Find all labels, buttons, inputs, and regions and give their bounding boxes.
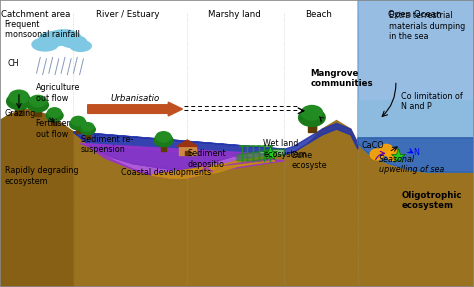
Ellipse shape [9, 90, 29, 104]
Text: Extra terrestrial
materials dumping
in the sea: Extra terrestrial materials dumping in t… [389, 11, 465, 41]
Polygon shape [358, 0, 474, 172]
Polygon shape [284, 123, 358, 155]
Ellipse shape [156, 132, 171, 142]
Polygon shape [237, 149, 284, 161]
Ellipse shape [82, 123, 94, 131]
Ellipse shape [304, 106, 322, 119]
FancyArrow shape [88, 102, 182, 116]
Text: Sediment re-
suspension: Sediment re- suspension [81, 135, 133, 154]
Polygon shape [73, 132, 284, 169]
Ellipse shape [7, 93, 31, 110]
Bar [85, 133, 90, 138]
Bar [52, 120, 57, 125]
Bar [15, 107, 23, 115]
Text: Marshy land: Marshy land [208, 10, 261, 19]
Ellipse shape [29, 95, 46, 107]
Text: Grazing: Grazing [5, 109, 36, 118]
Text: Frequent
monsoonal rainfall: Frequent monsoonal rainfall [5, 20, 80, 40]
Polygon shape [358, 138, 474, 172]
Ellipse shape [387, 150, 400, 160]
Text: River / Estuary: River / Estuary [96, 10, 160, 19]
Polygon shape [152, 155, 284, 178]
Ellipse shape [154, 134, 173, 147]
Text: Open Ocean: Open Ocean [388, 10, 441, 19]
Bar [308, 124, 316, 132]
Ellipse shape [32, 38, 58, 51]
Text: Oligotrophic
ecosystem: Oligotrophic ecosystem [402, 191, 463, 210]
Text: Seasonal
upwelling of sea: Seasonal upwelling of sea [379, 155, 445, 174]
Text: CaCO: CaCO [361, 141, 384, 150]
Bar [76, 128, 81, 133]
Ellipse shape [70, 40, 91, 51]
Ellipse shape [80, 125, 95, 135]
Text: Wet land
ecosystem: Wet land ecosystem [263, 139, 307, 159]
Text: Fertiliser
out flow: Fertiliser out flow [36, 119, 71, 139]
Bar [35, 110, 41, 116]
Text: N: N [413, 148, 419, 157]
Text: Urbanisatio: Urbanisatio [110, 94, 160, 103]
Polygon shape [0, 109, 474, 287]
Text: Coastal developments: Coastal developments [121, 168, 211, 177]
Bar [161, 145, 166, 151]
Bar [179, 146, 196, 155]
Text: Sediment
depositio: Sediment depositio [187, 149, 226, 169]
Ellipse shape [61, 36, 86, 48]
Polygon shape [177, 140, 198, 146]
Ellipse shape [299, 109, 325, 126]
Ellipse shape [47, 30, 81, 45]
Text: Catchment area: Catchment area [1, 10, 70, 19]
Ellipse shape [380, 144, 393, 155]
Bar [185, 151, 190, 155]
Ellipse shape [27, 98, 48, 112]
Ellipse shape [70, 119, 87, 130]
Bar [310, 122, 316, 129]
Ellipse shape [48, 108, 61, 117]
Ellipse shape [39, 32, 70, 46]
Ellipse shape [370, 149, 383, 160]
Ellipse shape [72, 117, 85, 126]
Text: Beach: Beach [305, 10, 332, 19]
Text: CH: CH [7, 59, 18, 68]
Text: Rapidly degrading
ecosystem: Rapidly degrading ecosystem [5, 166, 78, 186]
Ellipse shape [301, 109, 324, 124]
Ellipse shape [46, 110, 63, 121]
Ellipse shape [301, 106, 322, 120]
Text: Co limitation of
N and P: Co limitation of N and P [401, 92, 462, 111]
Text: Dune
ecosyste: Dune ecosyste [292, 151, 327, 170]
Polygon shape [358, 100, 474, 172]
Polygon shape [0, 109, 73, 287]
Text: Agriculture
out flow: Agriculture out flow [36, 83, 80, 103]
Polygon shape [81, 144, 284, 178]
Text: Mangrove
communities: Mangrove communities [310, 69, 373, 88]
